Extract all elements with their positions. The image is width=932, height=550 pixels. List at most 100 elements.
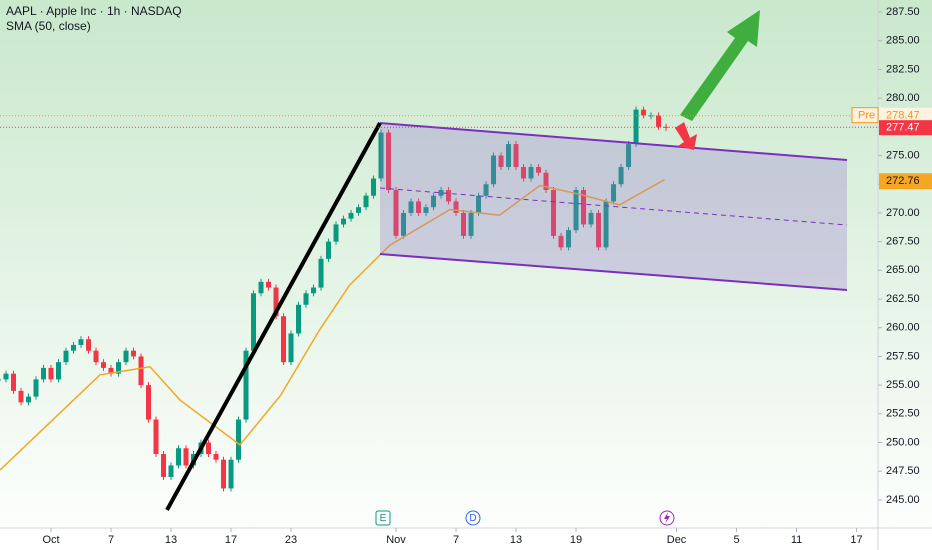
candle-body	[528, 167, 534, 179]
x-tick-label: 7	[108, 534, 114, 546]
candle-body	[161, 453, 167, 477]
candle-body	[146, 385, 152, 420]
y-tick-label: 270.00	[886, 207, 920, 219]
candle-body	[656, 115, 662, 127]
candle-body	[3, 373, 9, 380]
candle-body	[78, 339, 84, 345]
candle-body	[468, 212, 474, 236]
candle-body	[506, 144, 512, 168]
candle-body	[596, 212, 602, 248]
candle-body	[416, 201, 422, 213]
candle-body	[93, 350, 99, 363]
candle-body	[213, 453, 219, 460]
y-tick-label: 247.50	[886, 465, 920, 477]
candle-body	[611, 184, 617, 202]
candle-body	[461, 212, 467, 236]
indicator-legend: SMA (50, close)	[6, 19, 91, 33]
candle-body	[423, 207, 429, 213]
candle-body	[108, 367, 114, 374]
candle-body	[123, 350, 129, 363]
candle-body	[446, 189, 452, 202]
drawings	[165, 10, 848, 511]
sma-price-bg	[879, 173, 932, 190]
x-tick-label: Dec	[667, 534, 687, 546]
pre-price-bg	[879, 107, 932, 123]
candle-body	[11, 373, 17, 391]
candle-body	[581, 189, 587, 225]
x-tick-label: 7	[453, 534, 459, 546]
overlay: 245.00 247.50 250.00 252.50 255.00 257.50 260.…	[0, 6, 932, 546]
candle-body	[318, 258, 324, 288]
candle-body	[258, 281, 264, 294]
candle-body	[176, 448, 182, 466]
y-tick-label: 252.50	[886, 408, 920, 420]
candle-body	[183, 448, 189, 466]
candle-body	[326, 241, 332, 259]
y-tick-label: 285.00	[886, 35, 920, 47]
candle-body	[626, 144, 632, 168]
x-tick-label: 5	[733, 534, 739, 546]
candle-body	[588, 212, 594, 225]
candle-body	[56, 362, 62, 380]
x-tick-label: 13	[165, 534, 177, 546]
candle-body	[341, 218, 347, 225]
candle-body	[378, 132, 384, 179]
candle-body	[386, 132, 392, 190]
last-price: 277.47	[886, 122, 920, 134]
candle-body	[393, 189, 399, 236]
candle-body	[296, 304, 302, 334]
candle-body	[153, 419, 159, 454]
candle-body	[521, 167, 527, 179]
x-tick-label: 17	[225, 534, 237, 546]
pre-tag-bg	[851, 107, 879, 124]
y-tick-label: 260.00	[886, 322, 920, 334]
down-arrow	[675, 122, 697, 150]
candle-body	[18, 390, 24, 403]
up-arrow	[680, 10, 760, 121]
x-tick-label: Nov	[386, 534, 406, 546]
candle-body	[558, 235, 564, 248]
candle-body	[288, 333, 294, 363]
candle-body	[476, 195, 482, 213]
candle-body	[0, 379, 1, 381]
y-tick-label: 282.50	[886, 63, 920, 75]
candle-body	[311, 287, 317, 294]
candle-body	[221, 459, 227, 489]
y-tick-label: 287.50	[886, 6, 920, 18]
trend-line	[165, 122, 382, 511]
sma-price: 272.76	[886, 175, 920, 187]
x-tick-label: Oct	[42, 534, 59, 546]
x-tick-label: 19	[570, 534, 582, 546]
candle-body	[356, 207, 362, 213]
channel-mid	[379, 187, 848, 226]
candle-body	[138, 356, 144, 386]
candle-body	[26, 396, 32, 403]
candle-body	[536, 167, 542, 173]
sma-line	[0, 178, 665, 471]
pre-price: 278.47	[886, 110, 920, 122]
y-tick-label: 245.00	[886, 494, 920, 506]
candle-body	[243, 350, 249, 420]
candle-body	[71, 344, 77, 351]
candle-body	[281, 316, 287, 363]
event-label: D	[469, 513, 476, 524]
candle-body	[228, 459, 234, 489]
candle-body	[573, 189, 579, 231]
candle-body	[513, 144, 519, 168]
event-badge	[375, 510, 391, 526]
x-tick-label: 11	[791, 534, 802, 546]
candle-body	[168, 465, 174, 477]
candle-body	[266, 281, 272, 288]
candle-body	[41, 367, 47, 380]
y-tick-label: 255.00	[886, 379, 920, 391]
candle-body	[641, 109, 647, 116]
event-badge	[465, 510, 481, 526]
candle-body	[251, 293, 257, 351]
y-tick-label: 265.00	[886, 264, 920, 276]
y-tick-label: 257.50	[886, 350, 920, 362]
channel-top	[379, 122, 848, 161]
last-price-bg	[879, 120, 932, 136]
y-tick-label: 267.50	[886, 236, 920, 248]
candle-body	[551, 189, 557, 236]
